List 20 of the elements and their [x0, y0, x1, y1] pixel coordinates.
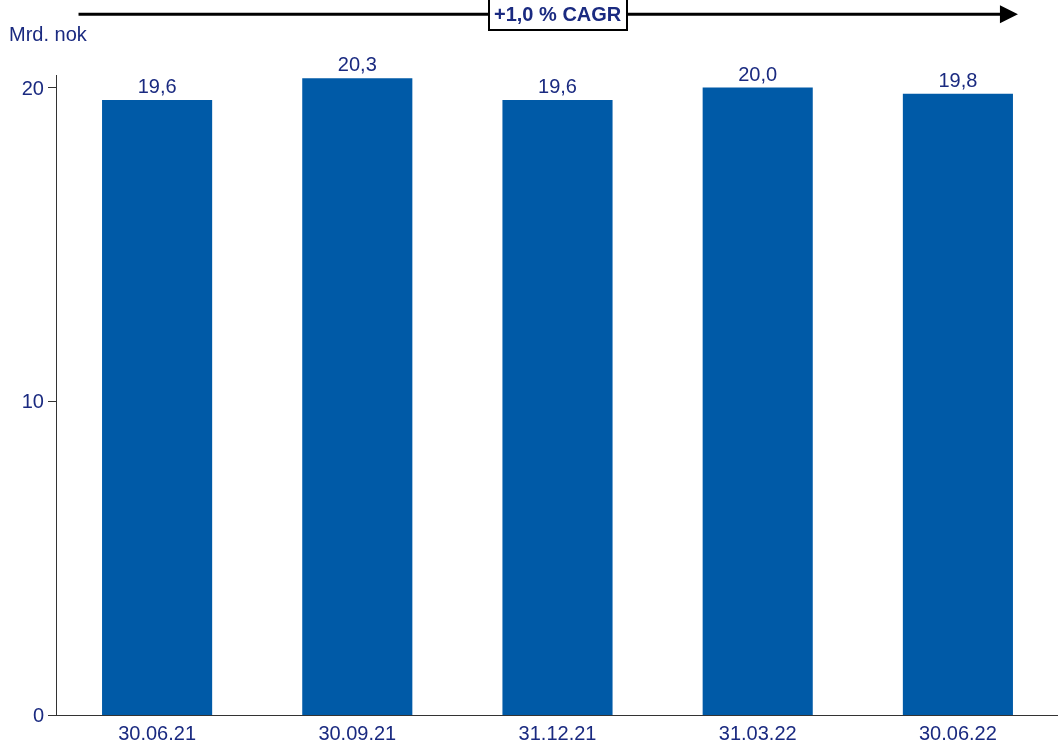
data-label: 19,8 [938, 68, 978, 91]
text: +1,0 % CAGR [494, 3, 622, 25]
y-tick-label: 20 [21, 76, 44, 99]
data-label: 19,6 [137, 75, 177, 98]
y-tick-label: 0 [32, 704, 44, 726]
x-tick-label: 30.06.21 [118, 722, 197, 744]
y-tick-label: 10 [21, 390, 44, 413]
data-label: 19,6 [538, 75, 577, 98]
data-label: 20,3 [337, 53, 377, 76]
x-tick-label: 31.03.22 [718, 722, 797, 744]
bar [702, 87, 813, 715]
x-tick-label: 30.09.21 [318, 722, 397, 744]
bar [502, 100, 613, 715]
x-tick-label: 31.12.21 [518, 722, 597, 744]
bar [902, 93, 1013, 715]
x-tick-label: 30.06.22 [918, 722, 997, 744]
bar [302, 78, 413, 715]
data-label: 20,0 [738, 62, 778, 85]
y-axis-title: Mrd. nok [9, 23, 88, 45]
bar [102, 100, 213, 715]
